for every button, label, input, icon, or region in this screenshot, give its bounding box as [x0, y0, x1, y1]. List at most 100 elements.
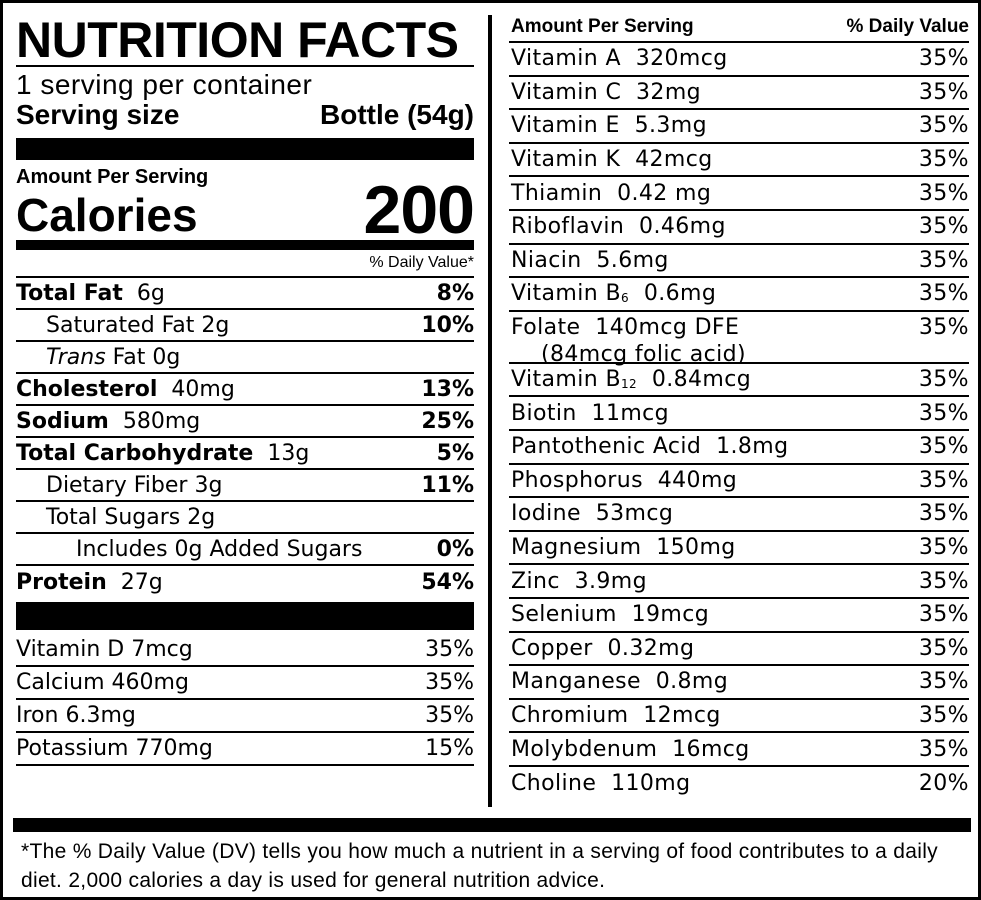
label-title: NUTRITION FACTS [16, 12, 459, 68]
nutrient-row-dietary-fiber: Dietary Fiber 3g 11% [16, 470, 474, 502]
footer-bar [13, 818, 971, 832]
vitamin-row: Folate 140mcg DFE (84mcg folic acid) 35% [509, 312, 969, 367]
vitamin-name: Iodine [511, 501, 581, 527]
vitamin-name: Molybdenum [511, 736, 658, 762]
nutrient-name-suffix: Fat [112, 344, 146, 370]
nutrient-name: Trans [46, 344, 106, 370]
nutrient-amount: 6g [136, 280, 165, 306]
vitamin-pct: 35% [918, 180, 969, 206]
vitamin-name: Magnesium [511, 535, 642, 561]
vitamin-name: Vitamin E [511, 113, 620, 139]
thick-bar [16, 602, 474, 630]
nutrient-pct: 11% [421, 472, 474, 498]
vitamin-row: Pantothenic Acid 1.8mg 35% [509, 431, 969, 465]
vitamin-row: Vitamin K 42mcg 35% [509, 144, 969, 178]
vitamin-pct: 35% [918, 79, 969, 105]
micronutrient-pct: 35% [425, 637, 474, 662]
vitamin-amount: 320mcg [635, 46, 728, 72]
micronutrient-name: Vitamin D [16, 637, 125, 662]
vitamin-pct: 35% [918, 467, 969, 493]
vitamin-pct: 35% [918, 669, 969, 695]
vitamin-row: Selenium 19mcg 35% [509, 599, 969, 633]
vitamin-row: Choline 110mg 20% [509, 767, 969, 801]
nutrient-name: Total Fat [16, 280, 123, 306]
vitamin-name: Manganese [511, 669, 641, 695]
vitamin-pct: 35% [918, 113, 969, 139]
vitamin-amount: 0.46mg [639, 214, 726, 240]
nutrient-amount: 13g [267, 440, 310, 466]
nutrient-pct: 25% [421, 408, 474, 434]
serving-size-row: Serving size Bottle (54g) [16, 100, 474, 130]
vitamin-name: Selenium [511, 602, 617, 628]
nutrient-name: Dietary Fiber [46, 472, 188, 498]
serving-size-label: Serving size [16, 99, 180, 130]
vitamin-amount: 150mg [656, 535, 736, 561]
nutrient-pct: 5% [436, 440, 474, 466]
vitamin-row: Vitamin B6 0.6mg 35% [509, 278, 969, 312]
nutrient-amount: 3g [194, 472, 223, 498]
micronutrient-amount: 6.3mg [65, 703, 136, 728]
vitamin-amount: 32mg [636, 79, 702, 105]
right-column: Amount Per Serving % Daily Value Vitamin… [509, 11, 969, 800]
nutrient-pct: 54% [421, 569, 474, 595]
vitamin-pct: 35% [918, 314, 969, 340]
vitamin-pct: 35% [918, 147, 969, 173]
nutrient-amount: 2g [201, 312, 230, 338]
vitamin-pct: 35% [918, 602, 969, 628]
nutrient-amount: 2g [187, 504, 216, 530]
micronutrient-name: Potassium [16, 736, 129, 761]
nutrient-pct: 0% [436, 536, 474, 562]
vitamin-amount: 0.84mcg [651, 367, 752, 393]
column-divider [488, 15, 492, 807]
micronutrient-name: Calcium [16, 670, 105, 695]
vitamin-name: Vitamin K [511, 147, 621, 173]
vitamin-name: Thiamin [511, 180, 603, 206]
thick-bar [16, 138, 474, 160]
nutrient-pct: 13% [421, 376, 474, 402]
vitamin-amount: 5.3mg [634, 113, 707, 139]
serving-size-value: Bottle (54g) [320, 99, 474, 130]
vitamin-pct: 35% [918, 736, 969, 762]
vitamin-row: Biotin 11mcg 35% [509, 397, 969, 431]
vitamin-row: Copper 0.32mg 35% [509, 633, 969, 667]
vitamin-pct: 35% [918, 702, 969, 728]
vitamin-pct: 35% [918, 635, 969, 661]
micronutrient-amount: 770mg [135, 736, 213, 761]
vitamin-name: Vitamin C [511, 79, 622, 105]
vitamin-row: Manganese 0.8mg 35% [509, 666, 969, 700]
vitamin-amount: 110mg [611, 771, 691, 797]
vitamin-row: Niacin 5.6mg 35% [509, 245, 969, 279]
micronutrient-pct: 35% [425, 670, 474, 695]
nutrient-row-added-sugars: Includes 0g Added Sugars 0% [16, 534, 474, 566]
vitamin-pct: 35% [918, 400, 969, 426]
vitamin-amount: 11mcg [591, 400, 670, 426]
vitamin-amount: 16mcg [672, 736, 750, 762]
vitamin-name: Biotin [511, 400, 577, 426]
right-header-daily-value: % Daily Value [846, 16, 969, 37]
vitamin-pct: 35% [918, 568, 969, 594]
vitamin-name: Vitamin B [511, 281, 621, 307]
left-column: NUTRITION FACTS 1 serving per container … [16, 12, 475, 766]
vitamin-amount: 19mcg [631, 602, 710, 628]
nutrient-row-sodium: Sodium 580mg 25% [16, 406, 474, 438]
nutrient-list: Total Fat 6g 8% Saturated Fat 2g 10% Tra… [16, 278, 474, 598]
nutrient-row-protein: Protein 27g 54% [16, 566, 474, 598]
micronutrient-amount: 460mg [111, 670, 189, 695]
vitamin-amount: 53mcg [595, 501, 674, 527]
vitamin-pct: 35% [918, 247, 969, 273]
nutrient-name: Cholesterol [16, 376, 158, 402]
vitamin-pct: 35% [918, 367, 969, 393]
nutrient-name: Saturated Fat [46, 312, 195, 338]
nutrient-amount: 0g [152, 344, 181, 370]
vitamin-name: Folate [511, 314, 581, 340]
vitamin-list: Vitamin A 320mcg 35% Vitamin C 32mg 35% Vita… [509, 43, 969, 800]
vitamin-subscript: 6 [620, 291, 630, 306]
vitamin-name: Zinc [511, 568, 560, 594]
right-header: Amount Per Serving % Daily Value [509, 11, 969, 43]
vitamin-row: Vitamin A 320mcg 35% [509, 43, 969, 77]
vitamin-name: Vitamin B [511, 367, 621, 393]
nutrient-name: Total Sugars [46, 504, 181, 530]
vitamin-name: Pantothenic Acid [511, 434, 702, 460]
footnote: *The % Daily Value (DV) tells you how mu… [21, 840, 938, 892]
vitamin-pct: 35% [918, 214, 969, 240]
